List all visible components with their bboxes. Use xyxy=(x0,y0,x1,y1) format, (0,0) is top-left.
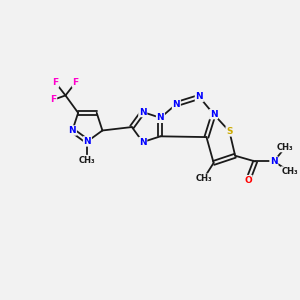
Text: O: O xyxy=(244,176,252,184)
Text: N: N xyxy=(139,107,147,116)
Text: N: N xyxy=(172,100,180,109)
Text: N: N xyxy=(157,113,164,122)
Text: N: N xyxy=(69,126,76,135)
Text: CH₃: CH₃ xyxy=(277,142,294,152)
Text: F: F xyxy=(73,78,79,87)
Text: F: F xyxy=(50,95,56,104)
Text: S: S xyxy=(226,127,233,136)
Text: CH₃: CH₃ xyxy=(79,155,96,164)
Text: N: N xyxy=(210,110,218,118)
Text: F: F xyxy=(52,78,59,87)
Text: CH₃: CH₃ xyxy=(281,167,298,176)
Text: CH₃: CH₃ xyxy=(195,174,212,183)
Text: N: N xyxy=(139,138,147,147)
Text: N: N xyxy=(196,92,203,101)
Text: N: N xyxy=(270,157,278,166)
Text: N: N xyxy=(84,137,91,146)
